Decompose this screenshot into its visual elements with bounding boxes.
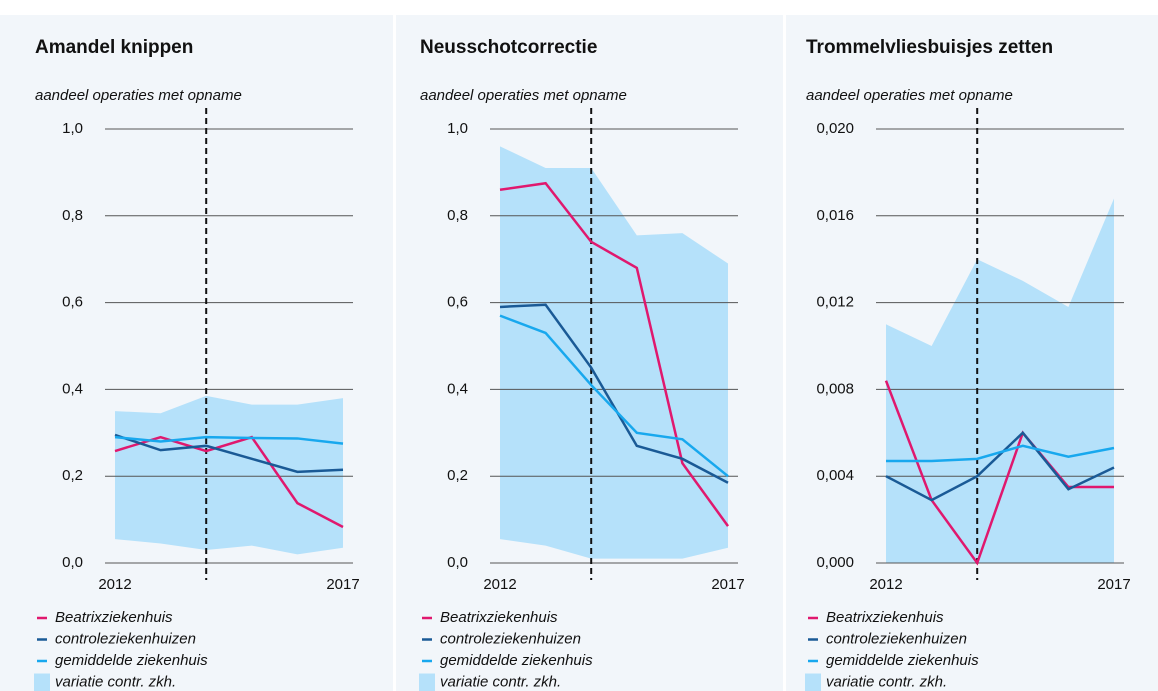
- legend-label: variatie contr. zkh.: [826, 673, 947, 690]
- y-tick-label: 0,8: [62, 207, 83, 224]
- axis-subtitle: aandeel operaties met opname: [35, 87, 242, 104]
- y-tick-label: 0,0: [62, 554, 83, 571]
- y-tick-label: 0,004: [816, 467, 854, 484]
- legend-label: variatie contr. zkh.: [55, 673, 176, 690]
- legend-label: controleziekenhuizen: [55, 630, 196, 647]
- x-tick-label: 2012: [483, 576, 516, 593]
- series-line: [114, 433, 344, 474]
- series-line: [884, 380, 1114, 566]
- series-line: [886, 444, 1115, 463]
- y-tick-label: 0,6: [62, 294, 83, 311]
- legend-swatch: [34, 673, 50, 691]
- x-tick-label: 2012: [98, 576, 131, 593]
- axis-subtitle: aandeel operaties met opname: [420, 87, 627, 104]
- series-line: [499, 181, 730, 527]
- y-tick-label: 0,8: [447, 207, 468, 224]
- y-tick-label: 0,2: [447, 467, 468, 484]
- y-tick-label: 0,2: [62, 467, 83, 484]
- x-tick-label: 2017: [1097, 576, 1130, 593]
- series-line: [499, 303, 729, 484]
- legend-swatch: [805, 673, 821, 691]
- chart-title: Neusschotcorrectie: [420, 37, 597, 58]
- band-area: [115, 395, 343, 555]
- legend-label: variatie contr. zkh.: [440, 673, 561, 690]
- legend-label: Beatrixziekenhuis: [826, 609, 944, 626]
- y-tick-label: 0,4: [62, 380, 83, 397]
- y-tick-label: 0,000: [816, 554, 854, 571]
- y-tick-label: 0,0: [447, 554, 468, 571]
- panel-gap: [783, 15, 786, 691]
- y-tick-label: 0,012: [816, 294, 854, 311]
- y-tick-label: 0,6: [447, 294, 468, 311]
- x-tick-label: 2017: [711, 576, 744, 593]
- x-tick-label: 2017: [326, 576, 359, 593]
- legend-label: Beatrixziekenhuis: [440, 609, 558, 626]
- series-line: [885, 430, 1115, 502]
- axis-subtitle: aandeel operaties met opname: [806, 87, 1013, 104]
- chart-title: Amandel knippen: [35, 37, 193, 58]
- legend-label: gemiddelde ziekenhuis: [826, 652, 979, 669]
- series-line: [499, 314, 729, 478]
- y-tick-label: 0,016: [816, 207, 854, 224]
- legend-label: gemiddelde ziekenhuis: [440, 652, 593, 669]
- x-tick-label: 2012: [869, 576, 902, 593]
- legend-label: controleziekenhuizen: [440, 630, 581, 647]
- y-tick-label: 0,4: [447, 380, 468, 397]
- legend-swatch: [419, 673, 435, 691]
- chart-title: Trommelvliesbuisjes zetten: [806, 37, 1053, 58]
- legend-label: gemiddelde ziekenhuis: [55, 652, 208, 669]
- series-line: [114, 435, 344, 529]
- legend-label: controleziekenhuizen: [826, 630, 967, 647]
- y-tick-label: 0,020: [816, 120, 854, 137]
- y-tick-label: 0,008: [816, 380, 854, 397]
- y-tick-label: 1,0: [447, 120, 468, 137]
- panel-gap: [393, 15, 396, 691]
- legend-label: Beatrixziekenhuis: [55, 609, 173, 626]
- y-tick-label: 1,0: [62, 120, 83, 137]
- series-line: [114, 435, 344, 445]
